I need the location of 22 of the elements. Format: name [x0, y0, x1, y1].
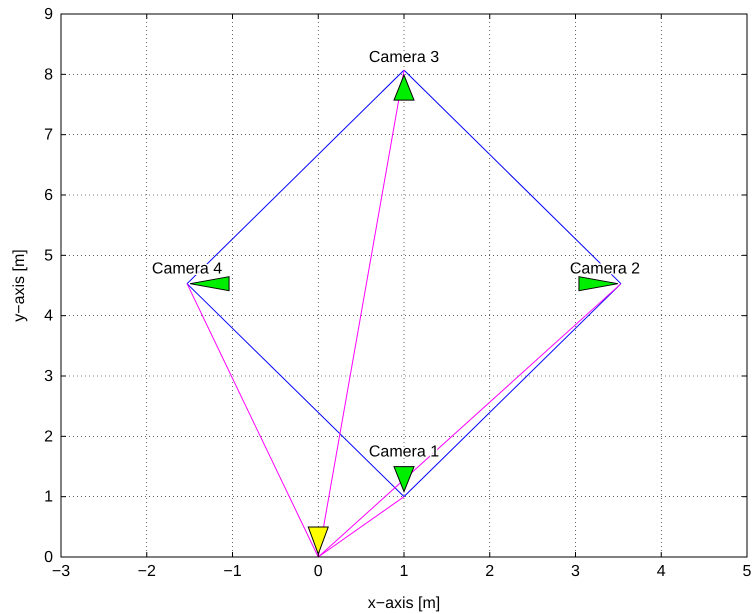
y-tick-label: 2 [44, 428, 54, 446]
x-tick-label: −1 [223, 563, 242, 580]
y-tick-label: 5 [44, 247, 54, 264]
y-tick-label: 9 [44, 6, 54, 23]
y-tick-label: 7 [44, 126, 54, 144]
y-tick-label: 4 [44, 308, 54, 325]
x-tick-label: 1 [400, 563, 409, 580]
x-tick-label: 0 [314, 563, 323, 580]
y-tick-label: 1 [44, 488, 54, 506]
x-tick-label: −2 [138, 563, 156, 580]
x-tick-label: 4 [656, 563, 666, 580]
x-axis-title: x−axis [m] [368, 595, 440, 612]
y-tick-label: 6 [44, 187, 54, 204]
x-tick-label: 2 [485, 563, 494, 580]
annotation: Camera 3 [368, 49, 440, 66]
x-tick-label: 3 [571, 563, 580, 580]
y-tick-label: 0 [44, 549, 54, 566]
y-tick-label: 3 [44, 368, 54, 385]
x-tick-label: 5 [742, 563, 752, 580]
y-axis-title: y−axis [m] [11, 249, 28, 322]
x-tick-label: −3 [52, 563, 70, 580]
y-tick-label: 8 [44, 66, 54, 84]
